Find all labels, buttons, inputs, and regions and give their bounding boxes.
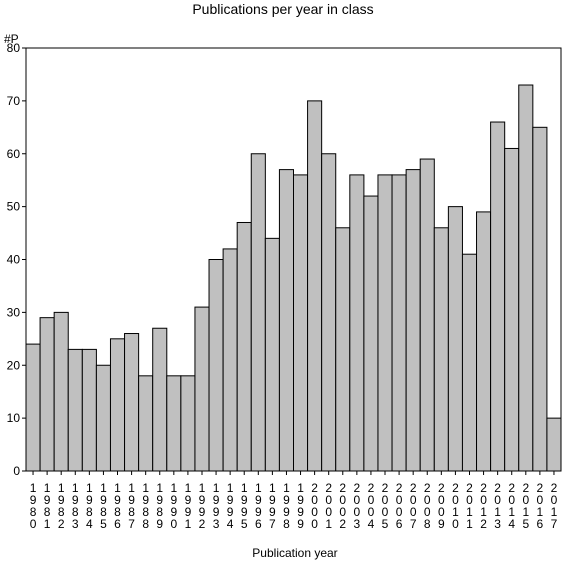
- bar-2008: [419, 158, 435, 472]
- bar-1989: [152, 327, 168, 472]
- bar-2007: [405, 169, 421, 472]
- bar-1983: [67, 348, 83, 472]
- chart-title: Publications per year in class: [192, 1, 373, 17]
- x-axis-label: Publication year: [252, 546, 337, 560]
- y-tick-label: 20: [7, 358, 21, 372]
- bar-2002: [335, 227, 351, 472]
- y-ticks-layer: 0 10 20 30 40 50 60 70 80: [7, 41, 26, 478]
- bar-2014: [504, 147, 520, 472]
- y-tick-label: 60: [7, 147, 21, 161]
- bar-1986: [109, 338, 126, 472]
- bar-1987: [124, 333, 140, 472]
- bar-1981: [39, 317, 55, 472]
- bar-2016: [532, 126, 548, 472]
- bar-2000: [307, 100, 323, 472]
- bar-1991: [180, 375, 196, 472]
- bar-2003: [349, 174, 365, 472]
- bar-2001: [321, 153, 337, 472]
- bar-1988: [138, 375, 154, 472]
- bar-1985: [95, 364, 111, 472]
- y-tick-label: 70: [7, 94, 21, 108]
- bar-1984: [81, 348, 97, 472]
- bar-2006: [391, 174, 407, 472]
- bars-layer: [25, 84, 562, 472]
- bar-2012: [476, 211, 492, 472]
- bar-1999: [293, 174, 309, 472]
- bar-2004: [363, 195, 379, 472]
- bar-2011: [461, 253, 478, 472]
- bar-1996: [250, 153, 266, 472]
- bar-1997: [264, 237, 280, 472]
- y-tick-label: 10: [7, 411, 21, 425]
- y-tick-label: 50: [7, 200, 21, 214]
- y-axis-label: #P: [4, 32, 19, 46]
- bar-1993: [208, 259, 224, 472]
- bar-2017: [546, 417, 562, 472]
- y-tick-label: 40: [7, 253, 21, 267]
- bar-2009: [433, 227, 449, 472]
- y-tick-label: 30: [7, 305, 21, 319]
- bar-2013: [490, 121, 506, 472]
- bar-1980: [25, 343, 41, 472]
- bar-2015: [518, 84, 534, 472]
- bar-1994: [222, 248, 238, 472]
- bar-1998: [278, 169, 295, 472]
- bar-2005: [377, 174, 393, 472]
- bar-1990: [166, 375, 182, 472]
- y-tick-label: 0: [13, 464, 20, 478]
- bar-1995: [236, 221, 252, 472]
- x-ticks-layer: 1 9 8 0 1 9 8 1 1 9 8 2 1 9 8 3 1 9 8 4 1 9 8 5 1 9 8 6 1 9 8 7 1 9 8 8 1 9 8 9…: [30, 471, 558, 531]
- y-tick-label: 80: [7, 41, 21, 55]
- bar-2010: [447, 206, 463, 472]
- bar-1982: [53, 311, 69, 472]
- bar-1992: [194, 306, 210, 472]
